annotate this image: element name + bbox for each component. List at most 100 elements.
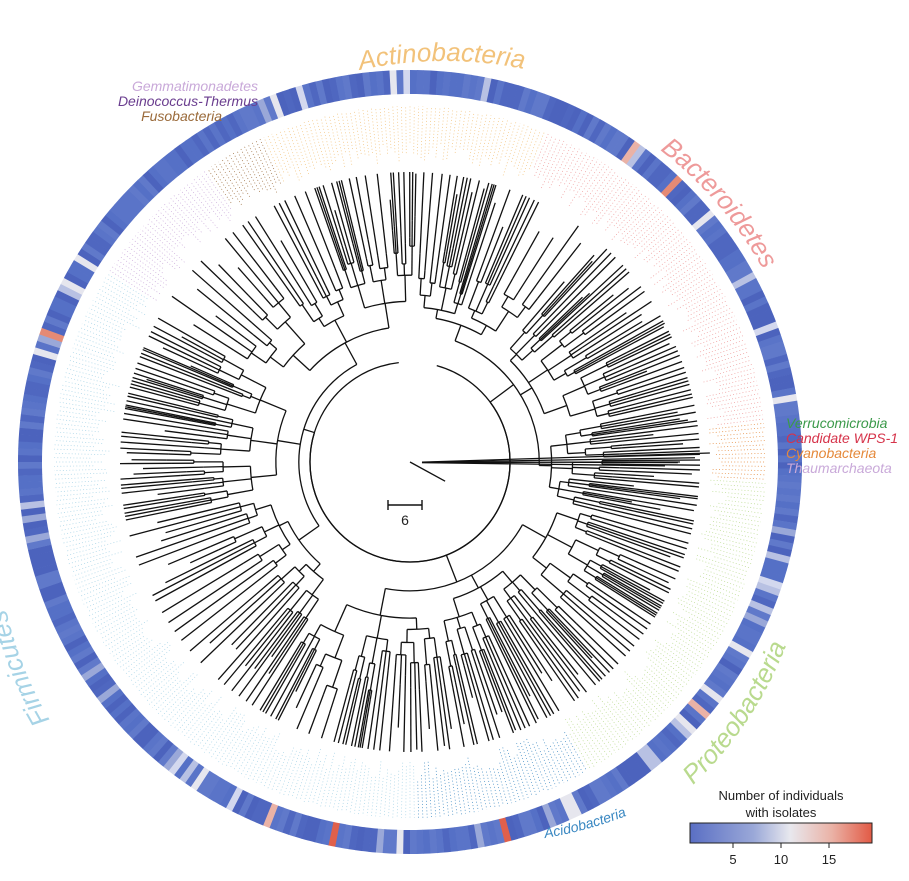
- tip-label-mark: [541, 140, 565, 189]
- tree-branch: [621, 393, 693, 412]
- heatmap-cell: [660, 726, 683, 749]
- tree-branch: [598, 326, 665, 363]
- tree-branch: [554, 609, 572, 627]
- phylum-label-verrucomicrobia: Verrucomicrobia: [786, 415, 888, 431]
- tree-branch: [257, 553, 263, 561]
- tree-branch: [210, 496, 229, 501]
- tree-branch: [587, 480, 634, 487]
- tree-branch: [139, 356, 233, 394]
- tree-branch: [246, 345, 257, 360]
- tree-branch: [231, 624, 284, 692]
- tree-branch: [335, 287, 343, 292]
- tree-branch: [460, 266, 470, 295]
- tip-label-mark: [597, 695, 634, 740]
- tip-label-mark: [499, 762, 513, 804]
- heatmap-cell: [777, 448, 802, 456]
- heatmap-cell: [660, 175, 683, 198]
- tree-branch: [227, 434, 252, 440]
- heatmap-cell: [60, 628, 86, 647]
- tree-branch: [614, 411, 696, 427]
- tree-branch: [558, 605, 577, 624]
- tip-label-mark: [67, 548, 107, 561]
- tree-branch: [613, 370, 648, 385]
- tree-branch: [454, 340, 540, 466]
- tip-label-mark: [623, 207, 659, 243]
- tree-branch: [567, 573, 574, 582]
- tree-branch: [485, 600, 500, 623]
- tip-label-mark: [54, 453, 105, 455]
- tree-branch: [204, 490, 228, 496]
- tree-branch: [535, 225, 579, 286]
- tree-branch: [203, 357, 222, 368]
- heatmap-cell: [523, 809, 538, 835]
- tip-label-mark: [718, 502, 763, 510]
- tip-label-mark: [542, 739, 565, 784]
- heatmap-cell: [18, 454, 43, 462]
- tip-label-mark: [532, 743, 553, 789]
- tip-label-mark: [677, 623, 715, 647]
- tree-branch: [617, 354, 680, 381]
- heatmap-cell: [92, 225, 117, 246]
- tree-branch: [517, 589, 522, 593]
- tip-label-mark: [719, 376, 756, 386]
- tip-label-mark: [481, 768, 492, 809]
- tree-branch: [508, 614, 520, 631]
- tree-branch: [488, 662, 517, 731]
- tree-branch: [557, 254, 595, 297]
- tree-branch: [391, 230, 395, 254]
- tip-label-mark: [186, 184, 211, 214]
- tip-label-mark: [74, 343, 115, 359]
- tree-branch: [420, 294, 431, 297]
- tree-branch: [634, 336, 672, 356]
- tree-branch: [399, 654, 403, 685]
- tip-label-mark: [248, 144, 272, 190]
- tip-label-mark: [54, 444, 94, 448]
- tree-branch: [233, 536, 237, 543]
- tree-branch: [445, 639, 452, 643]
- tip-label-mark: [496, 119, 509, 159]
- tip-label-mark: [576, 715, 606, 760]
- tree-branch: [155, 549, 249, 602]
- phylum-label-gemmatimonadetes: Gemmatimonadetes: [132, 78, 258, 94]
- tip-label-mark: [109, 270, 157, 301]
- tree-branch: [359, 657, 366, 679]
- tree-branch: [455, 245, 464, 275]
- heatmap-cell: [73, 253, 99, 273]
- tree-branch: [212, 502, 240, 510]
- tree-branch: [190, 365, 224, 381]
- heatmap-cell: [321, 78, 334, 104]
- tree-branch: [612, 611, 644, 635]
- tree-branch: [326, 684, 338, 690]
- tip-label-mark: [72, 562, 113, 577]
- tree-branch: [616, 418, 680, 430]
- tree-branch: [620, 463, 700, 466]
- tree-branch: [320, 713, 331, 739]
- tree-branch: [573, 268, 627, 317]
- tree-branch: [451, 241, 458, 268]
- tree-branch: [325, 653, 343, 661]
- tree-branch: [371, 637, 378, 664]
- tree-branch: [414, 173, 417, 217]
- tree-branch: [485, 636, 496, 658]
- tree-branch: [500, 620, 508, 633]
- tree-branch: [572, 466, 600, 469]
- tip-label-mark: [183, 702, 212, 738]
- heatmap-cell: [163, 747, 184, 771]
- tree-branch: [443, 684, 452, 729]
- tip-label-mark: [667, 255, 701, 280]
- tree-branch: [243, 336, 257, 347]
- tip-label-mark: [459, 110, 467, 148]
- tree-branch: [614, 591, 656, 618]
- tree-branch: [449, 176, 465, 249]
- tip-label-mark: [71, 351, 114, 366]
- heatmap-cell: [314, 818, 328, 844]
- tip-label-mark: [569, 718, 599, 765]
- tree-branch: [238, 628, 289, 697]
- tree-branch: [499, 642, 539, 720]
- tip-label-mark: [66, 368, 103, 379]
- tree-branch: [313, 563, 321, 572]
- tree-branch: [556, 512, 579, 521]
- tree-branch: [591, 428, 618, 434]
- tree-branch: [125, 404, 191, 419]
- tree-branch: [253, 503, 259, 516]
